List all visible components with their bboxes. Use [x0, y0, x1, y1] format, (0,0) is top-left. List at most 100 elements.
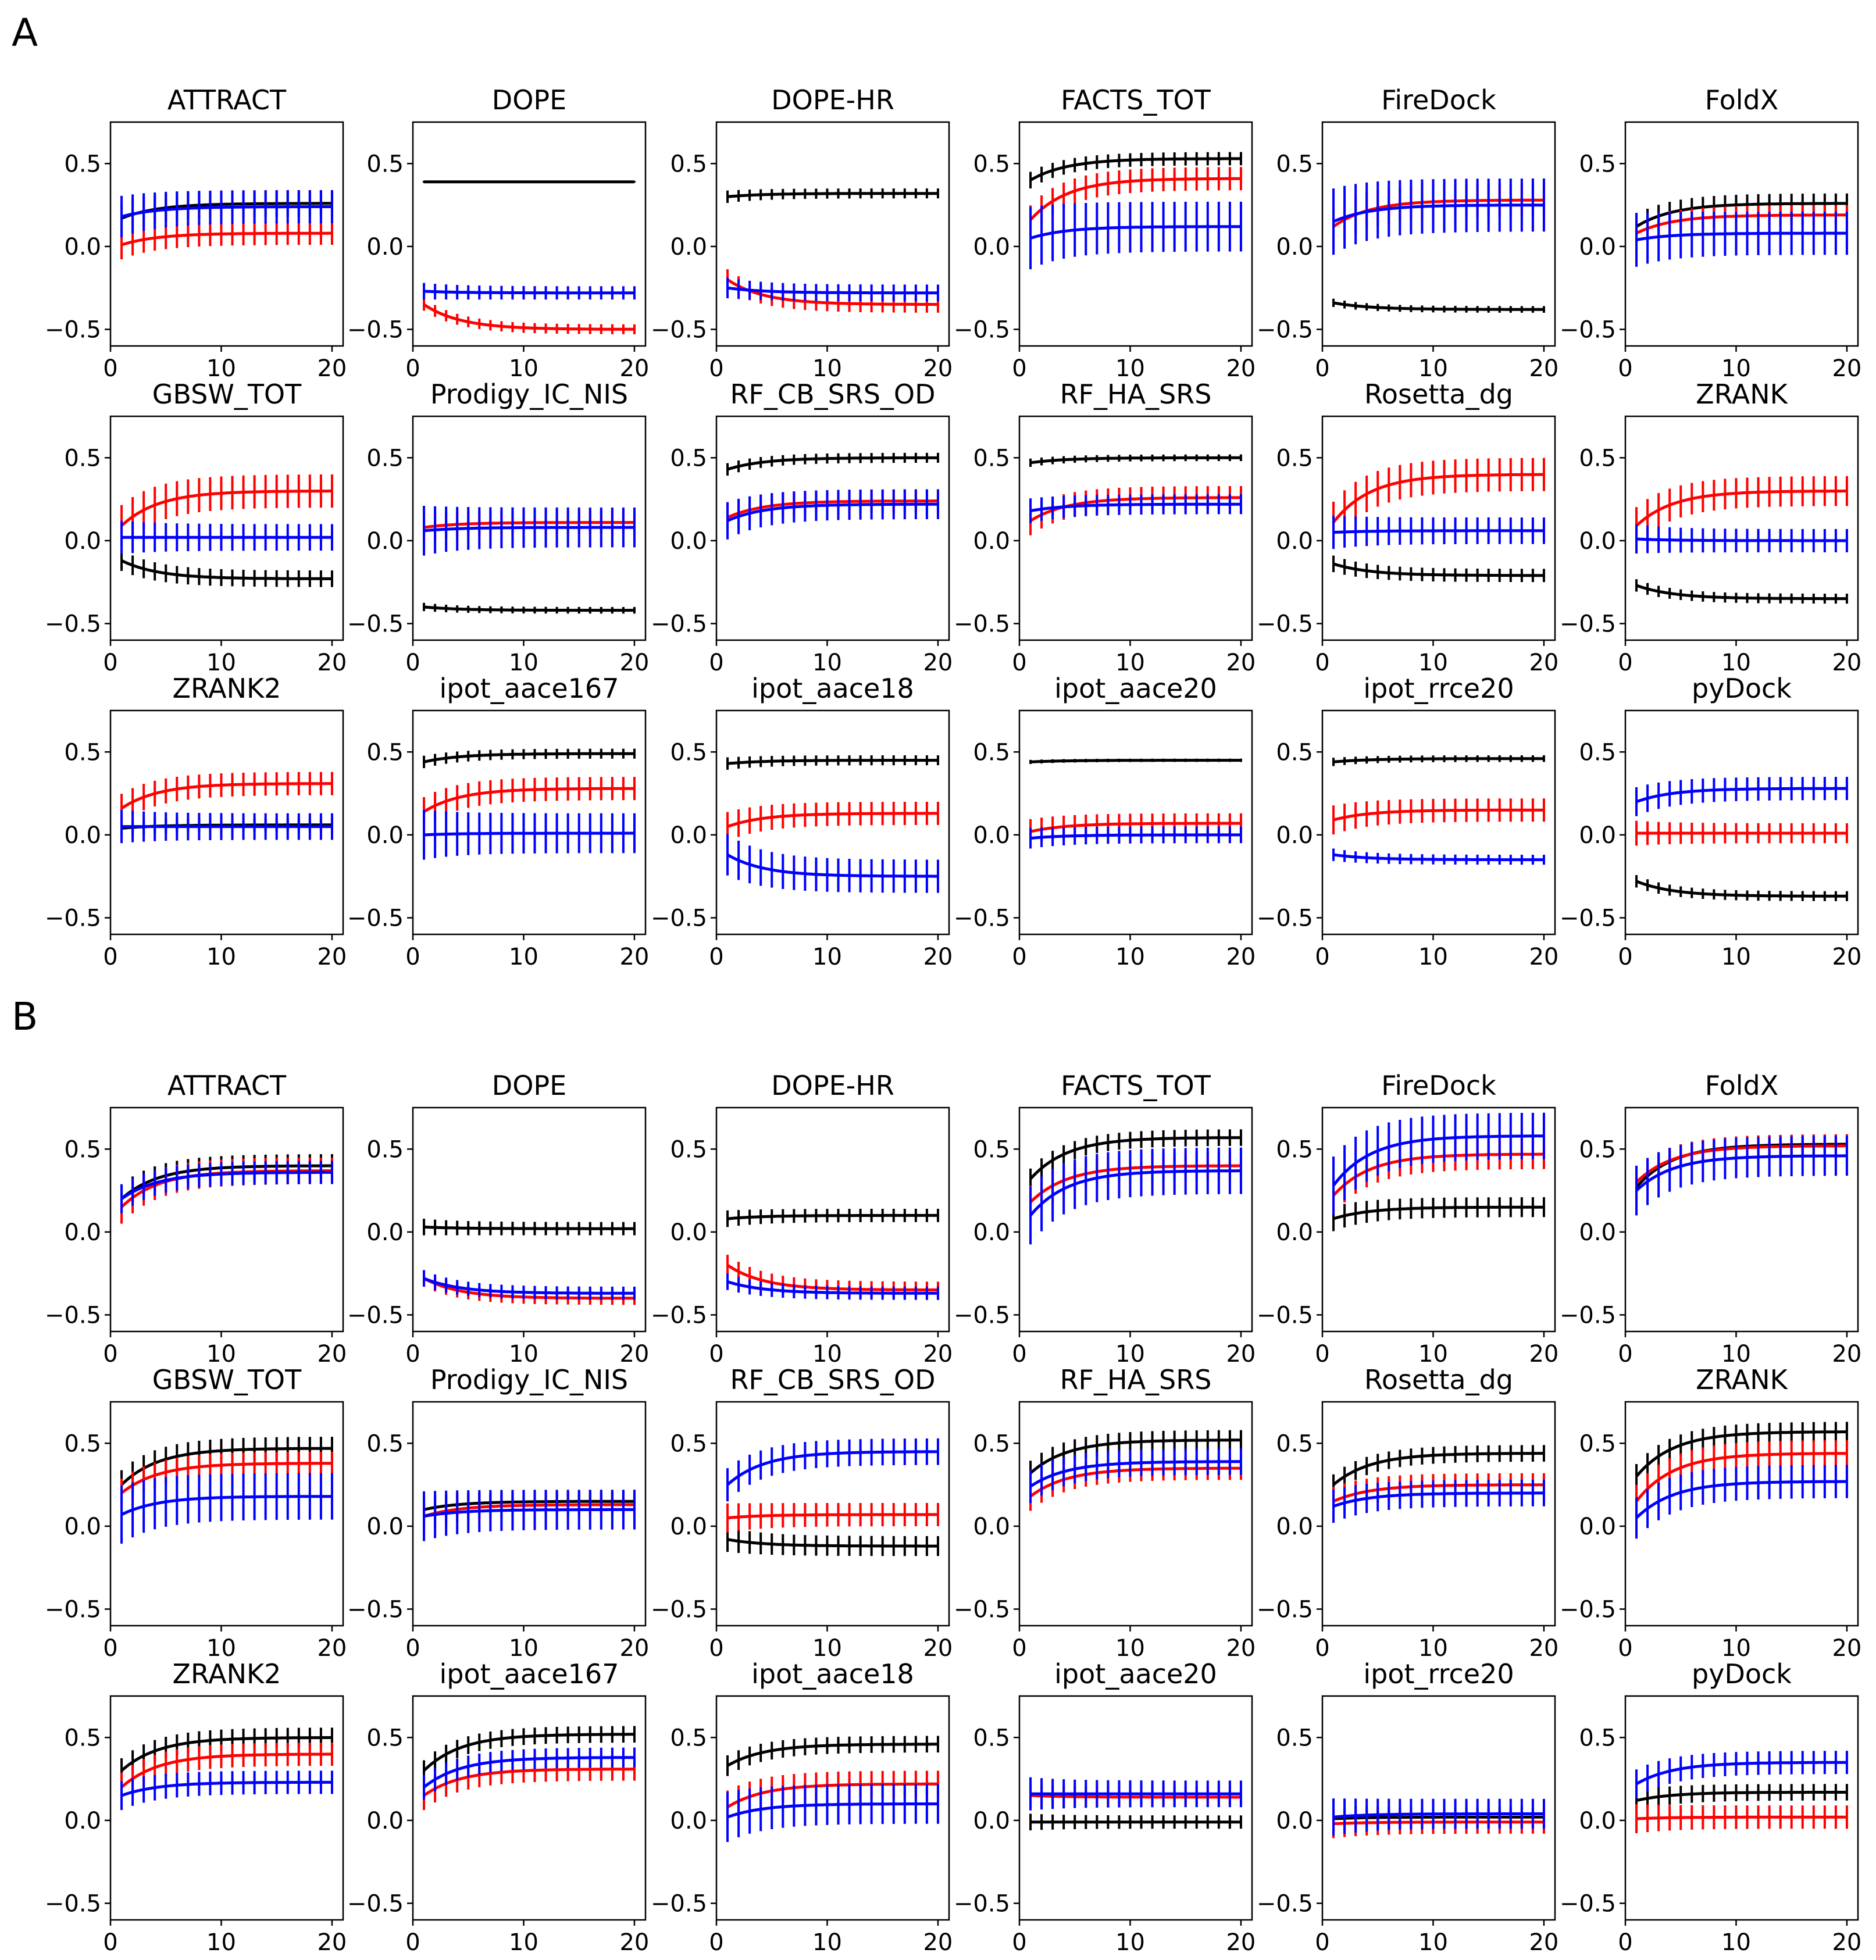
chart-a-foldx: −0.5 0.0 0.5 0 10 20 FoldX [1560, 84, 1862, 382]
chart-a-ipot-aace20: −0.5 0.0 0.5 0 10 20 ipot_aace20 [954, 673, 1256, 970]
chart-a-ipot-rrce20-blue-line [1333, 853, 1544, 862]
chart-a-rf-ha-srs-ytick-label-1: 0.0 [973, 528, 1010, 555]
chart-b-rosetta-dg-title: Rosetta_dg [1364, 1364, 1513, 1395]
chart-b-pydock-black-line [1636, 1791, 1847, 1802]
chart-a-dope-ytick-label-0: −0.5 [347, 316, 404, 343]
chart-b-rf-ha-srs-xtick-label-0: 0 [1012, 1635, 1026, 1662]
chart-b-attract-red-line [120, 1169, 332, 1208]
chart-a-foldx-xtick-label-1: 10 [1721, 355, 1751, 382]
chart-b-dope-ytick-label-0: −0.5 [347, 1302, 404, 1329]
chart-a-attract-xtick-label-2: 20 [317, 355, 347, 382]
chart-b-dope-blue-line [423, 1277, 634, 1295]
chart-a-prodigy-ic-nis: −0.5 0.0 0.5 0 10 20 Prodigy_IC_NIS [347, 379, 650, 676]
chart-a-facts-tot-ytick-label-1: 0.0 [973, 234, 1010, 260]
chart-a-prodigy-ic-nis-frame [412, 415, 647, 641]
chart-b-ipot-aace20-ytick-label-1: 0.0 [973, 1808, 1010, 1834]
chart-b-rf-ha-srs-xtick-label-1: 10 [1115, 1635, 1145, 1662]
chart-a-foldx-ytick-label-1: 0.0 [1579, 234, 1616, 260]
chart-b-ipot-aace18-red-line [726, 1782, 938, 1809]
chart-b-rf-cb-srs-od-xtick-label-0: 0 [709, 1635, 723, 1662]
chart-b-pydock-ytick-label-2: 0.5 [1579, 1725, 1616, 1751]
chart-b-prodigy-ic-nis: −0.5 0.0 0.5 0 10 20 Prodigy_IC_NIS [347, 1364, 650, 1662]
chart-a-gbsw-tot-frame [109, 415, 344, 641]
chart-a-pydock-ytick-label-2: 0.5 [1579, 739, 1616, 766]
chart-b-rf-cb-srs-od: −0.5 0.0 0.5 0 10 20 RF_CB_SRS_OD [651, 1364, 953, 1662]
chart-b-foldx-title: FoldX [1705, 1070, 1778, 1101]
chart-b-facts-tot-xtick-label-2: 20 [1226, 1341, 1256, 1368]
chart-b-foldx-xtick-label-0: 0 [1618, 1341, 1632, 1368]
chart-b-rosetta-dg-red-line [1333, 1483, 1544, 1503]
chart-b-ipot-aace167-frame [412, 1695, 647, 1921]
chart-b-foldx: −0.5 0.0 0.5 0 10 20 FoldX [1560, 1070, 1862, 1368]
chart-a-attract: −0.5 0.0 0.5 0 10 20 ATTRACT [45, 84, 347, 382]
chart-b-zrank-xtick-label-2: 20 [1832, 1635, 1861, 1662]
chart-b-rf-cb-srs-od-xtick-label-2: 20 [923, 1635, 953, 1662]
chart-b-foldx-blue-line [1635, 1154, 1847, 1192]
chart-b-rf-cb-srs-od-ytick-label-1: 0.0 [670, 1513, 707, 1540]
chart-a-ipot-aace18-title: ipot_aace18 [751, 673, 914, 704]
chart-b-zrank2-blue-line [121, 1780, 332, 1797]
chart-b-ipot-aace167-black-line [423, 1733, 634, 1772]
chart-b-rf-ha-srs: −0.5 0.0 0.5 0 10 20 RF_HA_SRS [954, 1364, 1256, 1662]
chart-b-attract-ytick-label-0: −0.5 [45, 1302, 101, 1329]
chart-a-foldx-ytick-label-0: −0.5 [1560, 316, 1616, 343]
chart-a-rf-cb-srs-od-xtick-label-2: 20 [923, 649, 953, 676]
chart-a-rosetta-dg-xtick-label-1: 10 [1418, 649, 1448, 676]
chart-b-ipot-aace20-xtick-label-1: 10 [1115, 1929, 1145, 1956]
chart-b-pydock-ytick-label-0: −0.5 [1560, 1890, 1616, 1917]
chart-a-pydock: −0.5 0.0 0.5 0 10 20 pyDock [1560, 673, 1862, 970]
chart-b-prodigy-ic-nis-ytick-label-2: 0.5 [366, 1430, 404, 1457]
chart-a-ipot-aace167-ytick-label-2: 0.5 [366, 739, 404, 766]
chart-a-zrank2: −0.5 0.0 0.5 0 10 20 ZRANK2 [45, 673, 347, 970]
chart-b-firedock-xtick-label-1: 10 [1418, 1341, 1448, 1368]
chart-b-ipot-aace20-xtick-label-2: 20 [1226, 1929, 1256, 1956]
chart-b-foldx-ytick-label-0: −0.5 [1560, 1302, 1616, 1329]
chart-a-dope-hr-xtick-label-0: 0 [709, 355, 723, 382]
chart-b-attract-black-line [120, 1164, 332, 1200]
chart-b-zrank-ytick-label-2: 0.5 [1579, 1430, 1616, 1457]
chart-b-pydock-xtick-label-1: 10 [1721, 1929, 1751, 1956]
chart-a-attract-title: ATTRACT [167, 84, 287, 116]
chart-a-ipot-aace20-xtick-label-2: 20 [1226, 944, 1256, 970]
chart-b-ipot-aace167-red-line [423, 1768, 634, 1797]
chart-a-dope-blue-line [423, 290, 634, 295]
chart-a-zrank-red-line [1635, 490, 1847, 527]
chart-b-ipot-aace20-ytick-label-0: −0.5 [954, 1890, 1010, 1917]
chart-b-dope-title: DOPE [492, 1070, 566, 1101]
chart-b-dope-hr-xtick-label-0: 0 [709, 1341, 723, 1368]
chart-b-rf-ha-srs-frame [1018, 1401, 1253, 1627]
chart-a-rosetta-dg-blue-line [1333, 529, 1544, 534]
chart-b-gbsw-tot-title: GBSW_TOT [152, 1364, 302, 1395]
chart-a-firedock-ytick-label-1: 0.0 [1276, 234, 1313, 260]
chart-b-pydock: −0.5 0.0 0.5 0 10 20 pyDock [1560, 1658, 1862, 1956]
chart-b-ipot-rrce20: −0.5 0.0 0.5 0 10 20 ipot_rrce20 [1257, 1658, 1559, 1956]
chart-b-prodigy-ic-nis-ytick-label-1: 0.0 [366, 1513, 404, 1540]
chart-a-facts-tot-blue-line [1030, 225, 1241, 240]
chart-a-firedock: −0.5 0.0 0.5 0 10 20 FireDock [1257, 84, 1559, 382]
chart-a-prodigy-ic-nis-red-line [423, 521, 634, 529]
chart-b-prodigy-ic-nis-xtick-label-2: 20 [619, 1635, 649, 1662]
chart-a-foldx-blue-line [1636, 231, 1847, 241]
chart-b-firedock-ytick-label-0: −0.5 [1257, 1302, 1313, 1329]
chart-a-ipot-aace18-black-line [727, 759, 938, 765]
chart-a-rosetta-dg-title: Rosetta_dg [1364, 379, 1513, 410]
chart-a-dope-xtick-label-1: 10 [509, 355, 538, 382]
chart-b-rosetta-dg-blue-line [1333, 1491, 1544, 1508]
chart-a-ipot-aace18-frame [715, 709, 950, 936]
chart-a-rosetta-dg: −0.5 0.0 0.5 0 10 20 Rosetta_dg [1257, 379, 1559, 676]
chart-b-zrank-blue-line [1635, 1480, 1847, 1519]
chart-b-dope: −0.5 0.0 0.5 0 10 20 DOPE [347, 1070, 650, 1368]
chart-b-ipot-aace20-xtick-label-0: 0 [1012, 1929, 1026, 1956]
chart-a-rf-cb-srs-od-blue-line [726, 502, 939, 522]
chart-a-facts-tot-ytick-label-0: −0.5 [954, 316, 1010, 343]
chart-a-gbsw-tot-xtick-label-2: 20 [317, 649, 347, 676]
chart-a-attract-ytick-label-2: 0.5 [64, 151, 101, 177]
chart-b-foldx-red-line [1635, 1144, 1847, 1184]
chart-b-dope-xtick-label-1: 10 [509, 1341, 538, 1368]
chart-a-zrank2-ytick-label-2: 0.5 [64, 739, 101, 766]
chart-b-ipot-rrce20-ytick-label-2: 0.5 [1276, 1725, 1313, 1751]
chart-b-pydock-title: pyDock [1692, 1658, 1792, 1690]
chart-a-ipot-rrce20-ytick-label-2: 0.5 [1276, 739, 1313, 766]
chart-a-zrank2-frame [109, 709, 344, 936]
chart-b-zrank-red-line [1635, 1452, 1847, 1502]
